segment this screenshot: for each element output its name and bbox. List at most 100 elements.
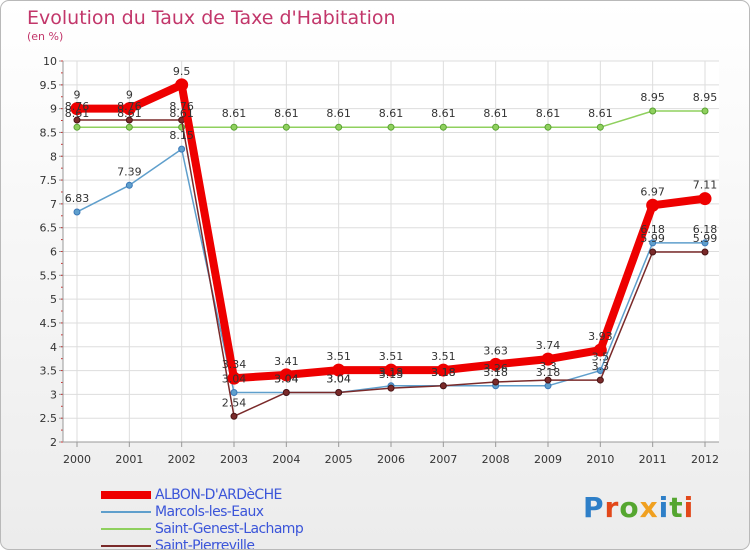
data-point-0	[175, 78, 189, 92]
x-tick-label: 2008	[482, 453, 510, 466]
data-label: 5.99	[640, 232, 665, 245]
data-label: 3.63	[483, 344, 508, 357]
data-label: 3.3	[592, 360, 610, 373]
data-point-2	[387, 123, 395, 131]
x-tick-label: 2001	[115, 453, 143, 466]
data-label: 3.41	[274, 355, 299, 368]
legend-label: ALBON-D'ARDèCHE	[155, 486, 282, 503]
y-tick-label: 7	[50, 198, 57, 211]
data-point-0	[70, 102, 84, 116]
data-point-0	[489, 357, 503, 371]
data-label: 8.61	[536, 107, 561, 120]
data-label: 7.39	[117, 165, 142, 178]
data-point-3	[230, 412, 238, 420]
data-label: 8.76	[169, 100, 194, 113]
y-tick-label: 5.5	[40, 269, 58, 282]
chart-legend: ALBON-D'ARDèCHE Marcols-les-Eaux Saint-Gen…	[101, 486, 304, 550]
data-label: 8.61	[483, 107, 508, 120]
data-label: 3.04	[274, 372, 299, 385]
data-label: 3.51	[379, 350, 404, 363]
data-point-1	[596, 367, 604, 375]
y-tick-label: 9	[50, 103, 57, 116]
data-point-0	[646, 198, 660, 212]
data-label: 6.18	[693, 223, 718, 236]
legend-label: Saint-Pierreville	[155, 537, 255, 550]
data-point-0	[698, 192, 712, 206]
data-label: 3.3	[539, 360, 557, 373]
data-point-3	[492, 378, 500, 386]
y-tick-label: 5	[50, 293, 57, 306]
y-tick-label: 2	[50, 436, 57, 449]
data-label: 8.61	[588, 107, 613, 120]
y-tick-label: 2.5	[40, 412, 58, 425]
data-point-1	[178, 145, 186, 153]
data-point-0	[384, 363, 398, 377]
data-label: 3.18	[536, 366, 561, 379]
y-tick-label: 10	[43, 55, 57, 68]
data-point-2	[73, 123, 81, 131]
y-tick-label: 3.5	[40, 365, 58, 378]
data-point-1	[73, 208, 81, 216]
data-label: 8.95	[640, 91, 665, 104]
data-label: 8.61	[65, 107, 90, 120]
y-tick-label: 4.5	[40, 317, 58, 330]
data-point-3	[649, 248, 657, 256]
legend-swatch	[101, 544, 151, 547]
legend-swatch	[101, 527, 151, 530]
data-point-3	[387, 384, 395, 392]
legend-item: Marcols-les-Eaux	[101, 503, 303, 520]
legend-label: Saint-Genest-Lachamp	[155, 520, 304, 537]
data-label: 3.5	[592, 351, 610, 364]
data-label: 2.54	[222, 396, 247, 409]
data-label: 6.83	[65, 192, 90, 205]
data-label: 3.18	[431, 366, 456, 379]
data-label: 6.97	[640, 185, 665, 198]
data-label: 8.95	[693, 91, 718, 104]
data-point-2	[125, 123, 133, 131]
data-point-3	[282, 388, 290, 396]
data-label: 8.61	[117, 107, 142, 120]
data-point-1	[649, 239, 657, 247]
chart-unit: (en %)	[27, 30, 64, 43]
data-label: 8.61	[326, 107, 351, 120]
data-label: 3.18	[483, 366, 508, 379]
legend-item: Saint-Genest-Lachamp	[101, 520, 304, 537]
x-tick-label: 2011	[639, 453, 667, 466]
data-point-2	[492, 123, 500, 131]
data-label: 3.04	[326, 372, 351, 385]
data-point-2	[544, 123, 552, 131]
x-tick-label: 2000	[63, 453, 91, 466]
brand-logo: Proxiti	[583, 491, 695, 524]
data-label: 3.51	[431, 350, 456, 363]
data-label: 8.61	[222, 107, 247, 120]
y-tick-label: 7.5	[40, 174, 58, 187]
x-tick-label: 2010	[586, 453, 614, 466]
data-label: 9.5	[173, 65, 191, 78]
x-tick-label: 2006	[377, 453, 405, 466]
data-point-2	[439, 123, 447, 131]
data-label: 6.18	[640, 223, 665, 236]
y-tick-label: 6.5	[40, 222, 58, 235]
y-tick-label: 6	[50, 246, 57, 259]
x-tick-label: 2003	[220, 453, 248, 466]
data-point-3	[701, 248, 709, 256]
data-point-0	[541, 352, 555, 366]
data-point-0	[593, 343, 607, 357]
legend-item: Saint-Pierreville	[101, 537, 303, 550]
data-point-1	[125, 181, 133, 189]
y-tick-label: 3	[50, 388, 57, 401]
x-tick-label: 2009	[534, 453, 562, 466]
y-tick-label: 8	[50, 150, 57, 163]
y-tick-label: 8.5	[40, 126, 58, 139]
data-label: 3.18	[431, 366, 456, 379]
data-label: 3.04	[274, 372, 299, 385]
data-point-2	[596, 123, 604, 131]
legend-item: ALBON-D'ARDèCHE	[101, 486, 303, 503]
data-label: 3.13	[379, 368, 404, 381]
data-point-0	[227, 371, 241, 385]
data-label: 8.76	[65, 100, 90, 113]
data-label: 3.51	[326, 350, 351, 363]
data-point-2	[282, 123, 290, 131]
